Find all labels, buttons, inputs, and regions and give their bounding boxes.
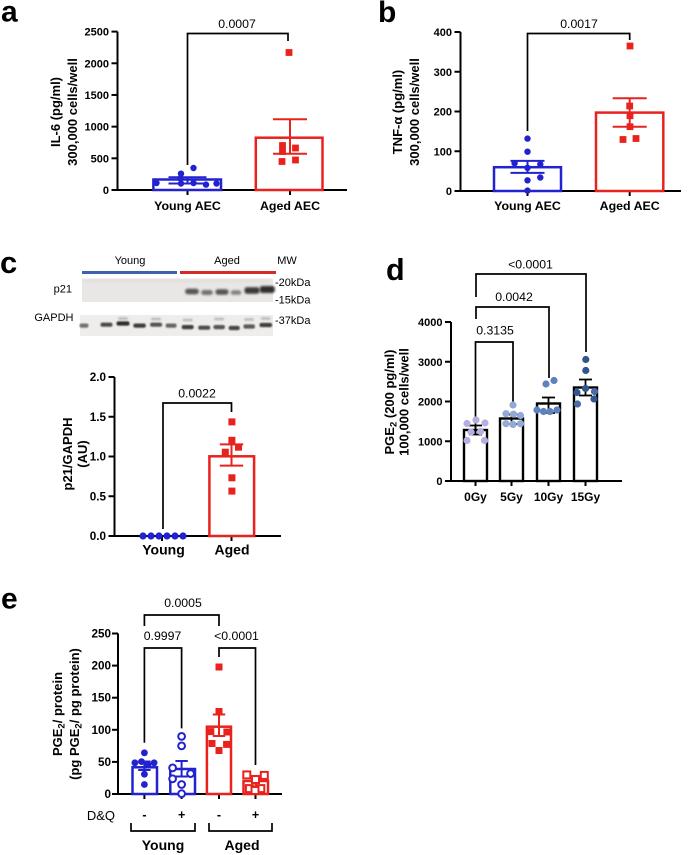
- svg-text:15Gy: 15Gy: [571, 490, 601, 504]
- svg-text:0: 0: [104, 788, 111, 801]
- svg-text:TNF-α (pg/ml): TNF-α (pg/ml): [390, 70, 405, 155]
- svg-text:<0.0001: <0.0001: [214, 629, 259, 643]
- svg-text:300: 300: [434, 67, 452, 79]
- svg-text:100: 100: [91, 724, 111, 737]
- svg-text:0.0007: 0.0007: [218, 17, 256, 31]
- svg-text:0.0022: 0.0022: [178, 387, 216, 401]
- svg-text:c: c: [0, 245, 17, 280]
- svg-text:50: 50: [98, 756, 112, 769]
- svg-text:a: a: [1, 0, 18, 29]
- svg-text:D&Q: D&Q: [87, 808, 115, 823]
- svg-text:Aged AEC: Aged AEC: [600, 199, 660, 213]
- svg-text:<0.0001: <0.0001: [508, 258, 553, 272]
- svg-text:p21: p21: [54, 284, 72, 296]
- svg-text:5Gy: 5Gy: [500, 490, 523, 504]
- svg-text:400: 400: [434, 27, 452, 39]
- svg-text:-: -: [217, 808, 221, 822]
- svg-text:Aged: Aged: [214, 255, 240, 267]
- svg-text:-15kDa: -15kDa: [275, 295, 311, 307]
- svg-text:1000: 1000: [85, 122, 109, 134]
- svg-text:0.9997: 0.9997: [144, 629, 182, 643]
- svg-text:Young AEC: Young AEC: [494, 199, 561, 213]
- svg-text:d: d: [386, 253, 405, 287]
- svg-text:e: e: [1, 583, 18, 616]
- svg-text:2500: 2500: [85, 27, 109, 39]
- svg-text:3000: 3000: [418, 357, 442, 369]
- svg-text:0: 0: [436, 476, 442, 488]
- svg-text:100: 100: [434, 146, 452, 158]
- svg-text:0.3135: 0.3135: [476, 324, 514, 338]
- svg-text:0.0005: 0.0005: [164, 596, 202, 610]
- svg-text:p21/GAPDH: p21/GAPDH: [60, 418, 75, 491]
- svg-text:200: 200: [434, 107, 452, 119]
- svg-text:4000: 4000: [418, 317, 442, 329]
- svg-text:100,000 cells/well: 100,000 cells/well: [397, 348, 412, 456]
- svg-text:2000: 2000: [85, 58, 109, 70]
- svg-text:2.0: 2.0: [90, 371, 107, 384]
- svg-text:Young: Young: [142, 542, 185, 558]
- svg-text:Aged: Aged: [225, 837, 260, 853]
- svg-text:300,000 cells/well: 300,000 cells/well: [65, 58, 80, 166]
- svg-text:150: 150: [91, 692, 111, 705]
- svg-text:Young AEC: Young AEC: [154, 199, 221, 213]
- svg-text:PGE2/ protein: PGE2/ protein: [50, 672, 67, 756]
- svg-text:0.5: 0.5: [90, 490, 107, 503]
- svg-text:Aged: Aged: [215, 542, 250, 558]
- svg-text:PGE2 (200 pg/ml): PGE2 (200 pg/ml): [382, 349, 399, 454]
- svg-text:1.5: 1.5: [90, 411, 107, 424]
- svg-text:250: 250: [91, 628, 111, 641]
- svg-text:1500: 1500: [85, 90, 109, 102]
- svg-text:IL-6 (pg/ml): IL-6 (pg/ml): [48, 77, 63, 147]
- svg-text:b: b: [378, 0, 396, 29]
- svg-text:(pg PGE2/ pg protein): (pg PGE2/ pg protein): [67, 648, 84, 780]
- svg-text:10Gy: 10Gy: [534, 490, 564, 504]
- svg-text:0.0042: 0.0042: [495, 290, 533, 304]
- svg-text:Young: Young: [115, 255, 146, 267]
- svg-text:500: 500: [91, 153, 109, 165]
- svg-text:1000: 1000: [418, 436, 442, 448]
- svg-text:2000: 2000: [418, 397, 442, 409]
- svg-text:Young: Young: [142, 837, 185, 853]
- svg-text:+: +: [252, 808, 259, 822]
- svg-text:0: 0: [446, 186, 452, 198]
- svg-text:+: +: [178, 808, 185, 822]
- svg-text:300,000 cells/well: 300,000 cells/well: [407, 58, 422, 166]
- svg-text:GAPDH: GAPDH: [34, 312, 73, 324]
- svg-text:0.0017: 0.0017: [560, 17, 598, 31]
- svg-text:200: 200: [91, 660, 111, 673]
- svg-text:MW: MW: [277, 255, 297, 267]
- svg-text:0Gy: 0Gy: [464, 490, 487, 504]
- svg-text:0: 0: [103, 185, 109, 197]
- svg-text:-: -: [142, 808, 146, 822]
- svg-text:Aged AEC: Aged AEC: [260, 199, 320, 213]
- svg-text:-37kDa: -37kDa: [275, 315, 311, 327]
- svg-text:0.0: 0.0: [90, 530, 107, 543]
- svg-text:1.0: 1.0: [90, 451, 107, 464]
- svg-text:(AU): (AU): [75, 440, 90, 467]
- svg-text:-20kDa: -20kDa: [275, 277, 311, 289]
